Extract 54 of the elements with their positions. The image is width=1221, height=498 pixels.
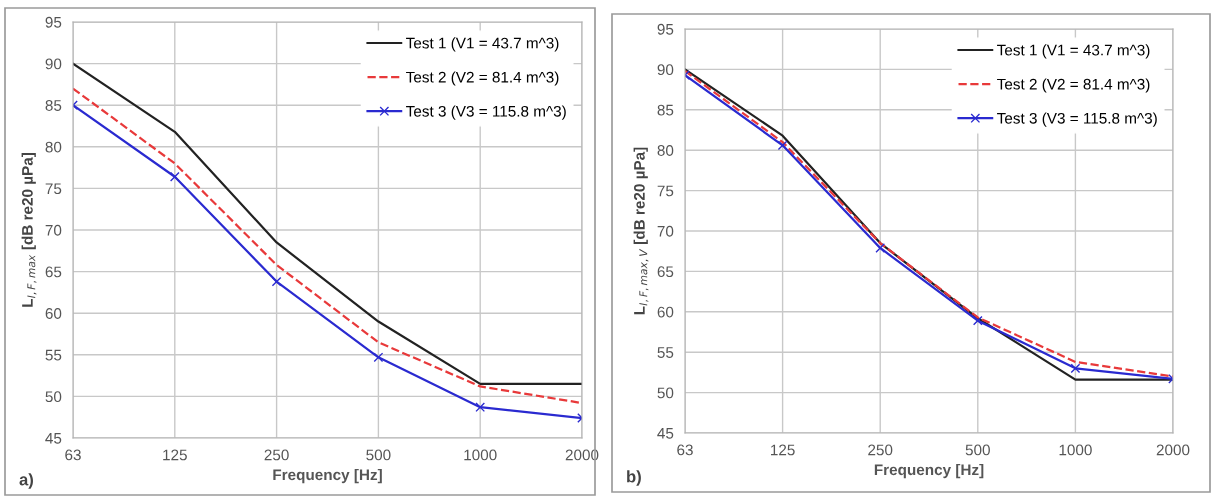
point	[777, 140, 788, 151]
legend-label: Test 1 (V1 = 43.7 m^3)	[406, 37, 559, 52]
x-tick-label: 250	[264, 449, 289, 461]
x-axis-title: Frequency [Hz]	[874, 463, 984, 479]
x-tick-label: 1000	[464, 449, 497, 461]
y-tick-label: 65	[657, 266, 674, 278]
y-tick-label: 50	[657, 387, 674, 399]
x-tick-label: 125	[163, 449, 187, 461]
legend-label: Test 3 (V3 = 115.8 m^3)	[997, 112, 1157, 127]
y-tick-label: 90	[657, 64, 674, 76]
x-tick-label: 63	[65, 449, 81, 461]
y-tick-label: 50	[45, 391, 62, 403]
y-tick-label: 95	[657, 23, 674, 35]
x-tick-label: 1000	[1059, 444, 1092, 456]
y-tick-label: 90	[45, 58, 62, 70]
x-tick-label: 2000	[1156, 444, 1190, 456]
y-tick-label: 45	[45, 433, 62, 444]
x-axis-title: Frequency [Hz]	[273, 468, 382, 484]
text: a)	[19, 473, 33, 489]
point	[875, 243, 886, 253]
x-tick-label: 500	[965, 444, 990, 456]
point	[475, 402, 486, 413]
y-tick-label: 95	[45, 16, 62, 28]
y-tick-label: 80	[657, 145, 674, 156]
x-tick-label: 250	[868, 444, 893, 456]
y-tick-label: 70	[657, 225, 674, 237]
legend-label: Test 2 (V2 = 81.4 m^3)	[997, 78, 1150, 93]
y-tick-label: 55	[657, 347, 674, 358]
point	[1070, 363, 1081, 374]
y-tick-label: 85	[45, 100, 62, 111]
y-tick-label: 55	[45, 349, 62, 361]
y-tick-label: 75	[657, 185, 674, 197]
legend-label: Test 1 (V1 = 43.7 m^3)	[997, 44, 1150, 59]
legend-label: Test 2 (V2 = 81.4 m^3)	[406, 71, 559, 86]
x-tick-label: 2000	[565, 449, 599, 461]
y-tick-label: 75	[45, 183, 62, 195]
point	[972, 315, 983, 326]
y-tick-label: 60	[45, 308, 62, 319]
point	[169, 171, 180, 182]
y-tick-label: 80	[45, 141, 62, 153]
y-tick-label: 45	[657, 428, 674, 439]
x-tick-label: 63	[677, 444, 693, 456]
legend-label: Test 3 (V3 = 115.8 m^3)	[406, 105, 566, 120]
y-axis-title: L$_{I,F,max,V}$ [dB re20 µPa]	[633, 147, 649, 315]
y-tick-label: 70	[45, 224, 62, 236]
point	[373, 352, 384, 363]
y-tick-label: 60	[657, 306, 674, 318]
x-tick-label: 125	[771, 444, 795, 456]
x-tick-label: 500	[366, 449, 391, 461]
y-axis-title: L$_{I,F,max}$ [dB re20 µPa]	[21, 153, 37, 307]
text: b)	[627, 470, 641, 486]
y-tick-label: 65	[45, 266, 62, 278]
point	[271, 276, 282, 287]
y-tick-label: 85	[657, 104, 674, 116]
